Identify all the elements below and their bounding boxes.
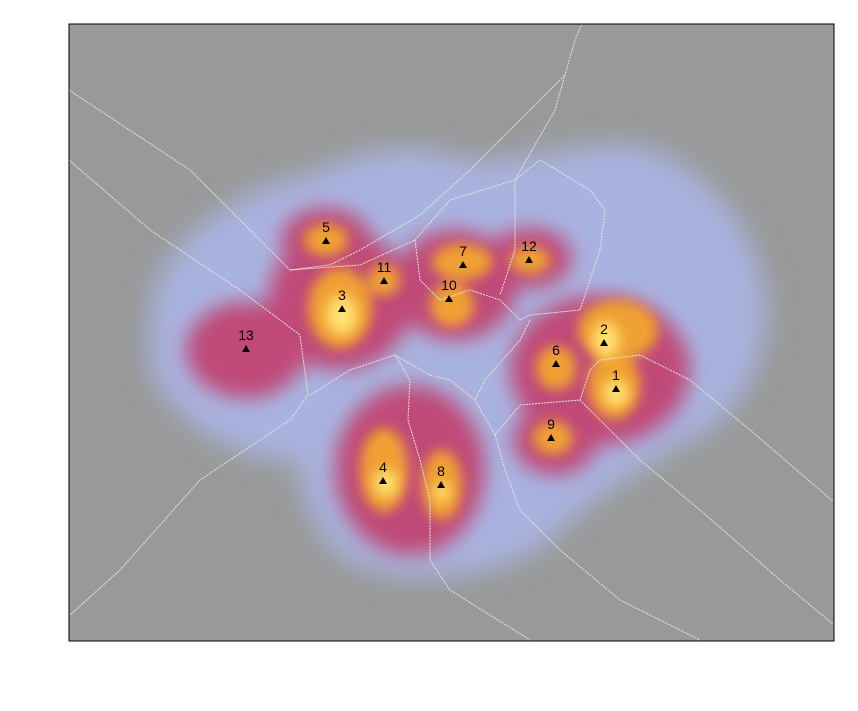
triangle-icon [459, 261, 467, 268]
site-marker-2: 2 [600, 321, 608, 346]
site-marker-6: 6 [552, 342, 560, 367]
site-label: 2 [600, 321, 608, 337]
site-label: 9 [547, 416, 555, 432]
site-marker-11: 11 [377, 259, 392, 284]
site-label: 10 [441, 277, 457, 293]
site-label: 3 [338, 287, 346, 303]
triangle-icon [437, 481, 445, 488]
site-marker-7: 7 [459, 243, 467, 268]
site-label: 11 [377, 259, 392, 275]
site-marker-5: 5 [322, 219, 330, 244]
site-label: 7 [459, 243, 467, 259]
triangle-icon [379, 477, 387, 484]
triangle-icon [380, 277, 388, 284]
triangle-icon [445, 295, 453, 302]
site-label: 8 [437, 463, 445, 479]
site-marker-9: 9 [547, 416, 555, 441]
triangle-icon [600, 339, 608, 346]
triangle-icon [552, 360, 560, 367]
triangle-icon [338, 305, 346, 312]
triangle-icon [242, 345, 250, 352]
site-marker-3: 3 [338, 287, 346, 312]
triangle-icon [525, 256, 533, 263]
site-marker-10: 10 [441, 277, 457, 302]
boundary-lines [69, 24, 834, 641]
site-marker-4: 4 [379, 459, 387, 484]
site-label: 5 [322, 219, 330, 235]
site-marker-1: 1 [612, 367, 620, 392]
site-marker-12: 12 [521, 238, 537, 263]
site-marker-8: 8 [437, 463, 445, 488]
site-marker-13: 13 [238, 327, 254, 352]
triangle-icon [322, 237, 330, 244]
site-label: 1 [612, 367, 620, 383]
triangle-icon [547, 434, 555, 441]
site-label: 12 [521, 238, 537, 254]
site-label: 13 [238, 327, 254, 343]
site-label: 6 [552, 342, 560, 358]
map-border [68, 23, 835, 642]
triangle-icon [612, 385, 620, 392]
site-label: 4 [379, 459, 387, 475]
density-core [326, 295, 629, 502]
